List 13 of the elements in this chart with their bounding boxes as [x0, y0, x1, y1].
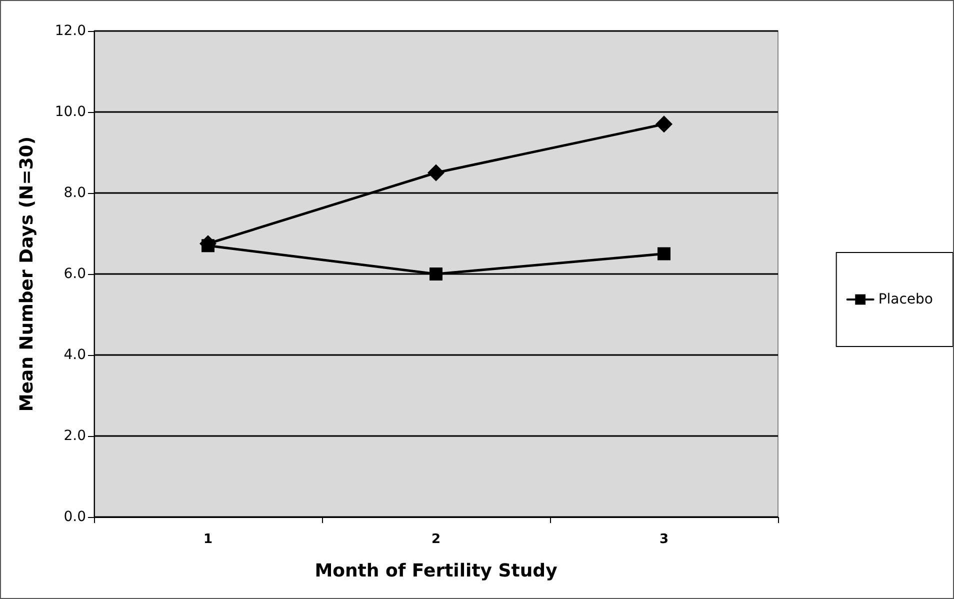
- y-tick-label: 4.0: [64, 347, 86, 363]
- y-tick-label: 6.0: [64, 266, 86, 282]
- x-tick-label: 2: [431, 532, 441, 547]
- y-tick-label: 12.0: [54, 23, 86, 39]
- x-tick-label: 3: [659, 532, 669, 547]
- x-tick-label: 1: [203, 532, 213, 547]
- y-tick-label: 8.0: [64, 185, 86, 201]
- x-axis-title: Month of Fertility Study: [314, 560, 558, 582]
- y-tick-label: 0.0: [64, 509, 86, 525]
- y-tick-label: 2.0: [64, 428, 86, 444]
- legend-label: Placebo: [878, 292, 934, 308]
- y-axis-title: Mean Number Days (N=30): [16, 136, 38, 412]
- y-tick-label: 10.0: [54, 104, 86, 120]
